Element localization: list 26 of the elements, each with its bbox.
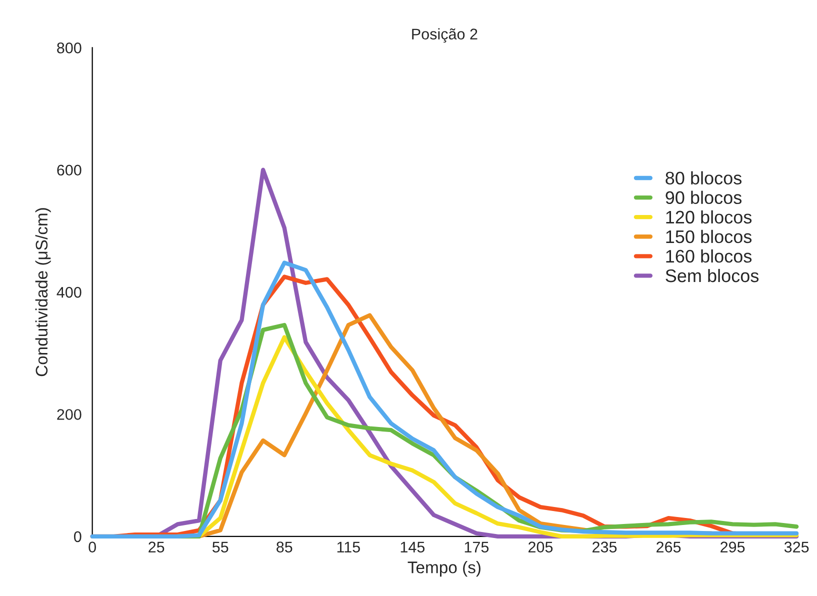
x-tick-label: 295 bbox=[720, 542, 745, 552]
x-tick-label: 325 bbox=[784, 542, 809, 552]
chart-title: Posição 2 bbox=[412, 28, 478, 43]
x-tick-label: 55 bbox=[212, 542, 228, 552]
legend-label: 120 blocos bbox=[666, 210, 752, 224]
x-tick-label: 205 bbox=[528, 542, 553, 552]
x-tick-label: 0 bbox=[88, 542, 96, 552]
x-tick-label: 175 bbox=[464, 542, 489, 552]
legend-label: 150 blocos bbox=[666, 230, 752, 244]
legend-label: Sem blocos bbox=[666, 268, 759, 282]
x-tick-label: 265 bbox=[656, 542, 681, 552]
legend-label: 90 blocos bbox=[666, 190, 742, 204]
y-tick-label: 400 bbox=[56, 286, 82, 298]
x-tick-label: 85 bbox=[276, 542, 292, 552]
legend-label: 160 blocos bbox=[666, 249, 752, 263]
y-tick-label: 600 bbox=[57, 164, 82, 176]
y-tick-label: 200 bbox=[57, 409, 82, 420]
y-tick-label: 0 bbox=[74, 531, 82, 542]
legend-label: 80 blocos bbox=[666, 171, 742, 185]
x-tick-label: 235 bbox=[592, 542, 617, 552]
x-axis-title: Tempo (s) bbox=[408, 561, 480, 577]
x-tick-label: 145 bbox=[400, 542, 425, 552]
x-tick-label: 115 bbox=[337, 542, 360, 552]
y-axis-title: Condutividade (μS/cm) bbox=[35, 208, 51, 376]
y-tick-label: 800 bbox=[57, 42, 82, 54]
x-tick-label: 25 bbox=[148, 542, 164, 552]
